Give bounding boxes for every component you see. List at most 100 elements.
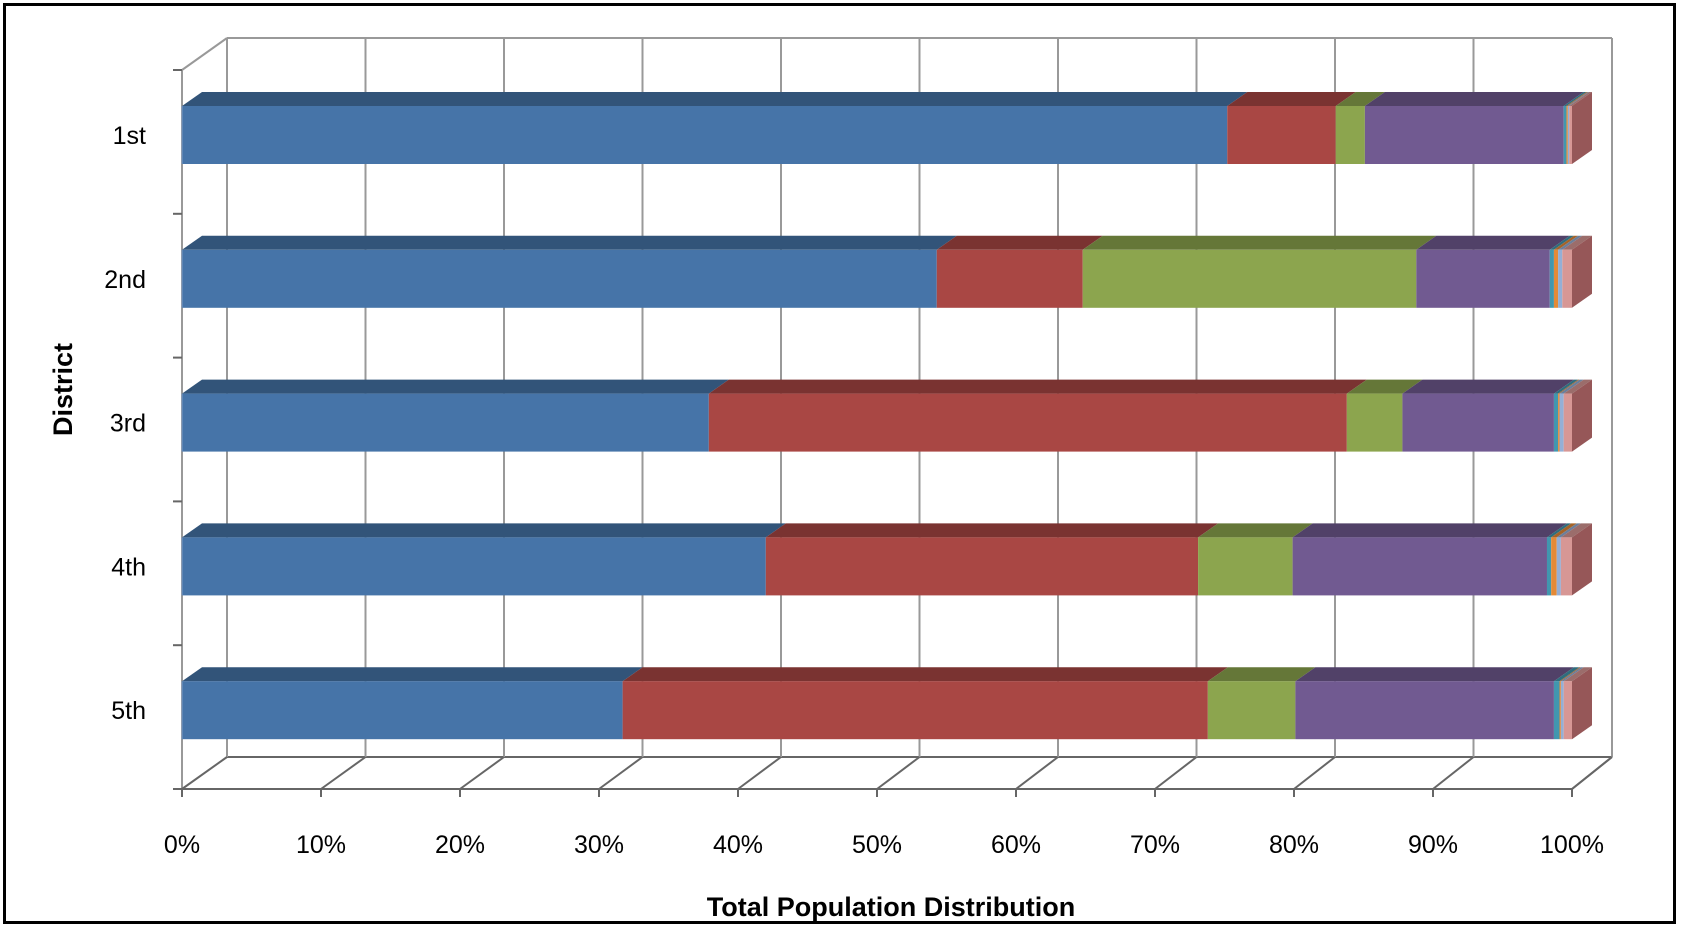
x-tick-label: 50% xyxy=(852,831,902,859)
bar-top-face xyxy=(182,523,786,538)
floor-gridline xyxy=(459,756,505,790)
bar-top-face xyxy=(1227,92,1356,106)
bar-top-face xyxy=(1292,523,1567,538)
bar-segment xyxy=(1553,681,1560,740)
bar-top-face xyxy=(1558,379,1580,394)
bar-segment xyxy=(1402,393,1554,452)
bar-segment xyxy=(182,537,766,596)
bar-top-face xyxy=(1402,379,1574,394)
bar-top-face xyxy=(1553,235,1579,250)
bar-top-face xyxy=(1364,92,1584,106)
floor-gridline xyxy=(1293,756,1336,790)
bar-segment xyxy=(1292,537,1547,596)
bar-segment xyxy=(182,106,1228,164)
bar-top-face xyxy=(1546,523,1572,538)
x-tick-label: 90% xyxy=(1408,831,1458,859)
side-wall-top-edge xyxy=(181,37,228,71)
bar-segment xyxy=(1558,249,1563,308)
floor-gridline xyxy=(598,756,644,790)
bar-top-face xyxy=(1198,523,1313,538)
bar-top-face xyxy=(1562,235,1592,250)
bar-segment xyxy=(1563,393,1572,452)
bar-row-5th xyxy=(181,667,1592,740)
bar-top-face xyxy=(1082,235,1437,250)
bar-top-face xyxy=(182,667,643,682)
tick-labels: 0% 10% 20% 30% 40% 50% 60% 70% 80% 90% 100% 1st 2nd 3… xyxy=(104,122,1604,859)
bar-segment xyxy=(182,249,937,308)
y-tick-label-3rd: 3rd xyxy=(110,410,146,438)
bar-top-face xyxy=(765,523,1219,538)
bar-top-face xyxy=(1567,92,1590,106)
floor-gridline xyxy=(737,756,782,790)
bar-segment xyxy=(1416,249,1550,308)
bar-segment xyxy=(1546,537,1552,596)
bar-segment xyxy=(1563,106,1567,164)
bar-segment xyxy=(1549,249,1554,308)
x-tick-label: 60% xyxy=(991,831,1041,859)
bar-segment xyxy=(708,393,1347,452)
bar-top-face xyxy=(622,667,1228,682)
bar-top-face xyxy=(182,235,957,250)
bar-top-face xyxy=(1346,379,1423,394)
bar-top-face xyxy=(1563,379,1592,394)
bar-segment xyxy=(936,249,1083,308)
bar-segment xyxy=(1556,537,1561,596)
bar-segment xyxy=(1559,393,1564,452)
bar-top-face xyxy=(1563,667,1592,682)
bar-segment xyxy=(1560,681,1564,740)
y-tick-label-4th: 4th xyxy=(111,553,146,581)
bar-end-face xyxy=(1572,379,1592,452)
x-tick-label: 100% xyxy=(1540,831,1604,859)
bar-end-face xyxy=(1572,523,1592,596)
bar-top-face xyxy=(1416,235,1570,250)
bar-top-face xyxy=(1566,92,1588,106)
bar-segment xyxy=(1551,537,1557,596)
x-tick-label: 30% xyxy=(574,831,624,859)
bar-top-face xyxy=(1559,379,1584,394)
floor-right-edge xyxy=(1571,756,1613,790)
bar-end-face xyxy=(1572,667,1592,740)
bar-segment xyxy=(1082,249,1417,308)
bar-top-face xyxy=(1560,523,1592,538)
floor-gridline xyxy=(320,756,367,790)
bar-segment xyxy=(622,681,1208,740)
bars xyxy=(181,92,1592,740)
bar-segment xyxy=(1562,249,1572,308)
bar-top-face xyxy=(1551,523,1577,538)
bar-segment xyxy=(1566,106,1568,164)
bar-row-2nd xyxy=(181,235,1592,308)
floor-gridline xyxy=(1015,756,1059,790)
bar-top-face xyxy=(1553,667,1580,682)
bar-top-face xyxy=(1295,667,1574,682)
bar-segment xyxy=(1227,106,1336,164)
bar-row-4th xyxy=(181,523,1592,596)
bar-top-face xyxy=(1559,667,1581,682)
bar-segment xyxy=(765,537,1199,596)
bar-segment xyxy=(1559,681,1561,740)
bar-top-face xyxy=(182,379,729,394)
x-tick-label: 40% xyxy=(713,831,763,859)
bar-top-face xyxy=(708,379,1367,394)
bar-segment xyxy=(1560,537,1572,596)
x-tick-label: 70% xyxy=(1130,831,1180,859)
y-tick-label-1st: 1st xyxy=(113,122,146,150)
bar-segment xyxy=(1198,537,1293,596)
bar-top-face xyxy=(1553,379,1579,394)
bar-segment xyxy=(1569,106,1572,164)
bar-segment xyxy=(1553,393,1559,452)
y-tick-label-2nd: 2nd xyxy=(104,266,146,294)
x-tick-label: 0% xyxy=(164,831,200,859)
bar-row-1st xyxy=(181,92,1592,164)
bar-segment xyxy=(1553,249,1559,308)
floor-gridline xyxy=(181,756,228,790)
x-tick-label: 20% xyxy=(435,831,485,859)
bar-top-face xyxy=(936,235,1103,250)
x-axis-title: Total Population Distribution xyxy=(707,892,1075,922)
floor-gridline xyxy=(1154,756,1198,790)
bar-segment xyxy=(1207,681,1296,740)
bar-top-face xyxy=(1207,667,1316,682)
bar-top-face xyxy=(1560,667,1584,682)
x-tick-label: 80% xyxy=(1269,831,1319,859)
bar-end-face xyxy=(1572,235,1592,308)
